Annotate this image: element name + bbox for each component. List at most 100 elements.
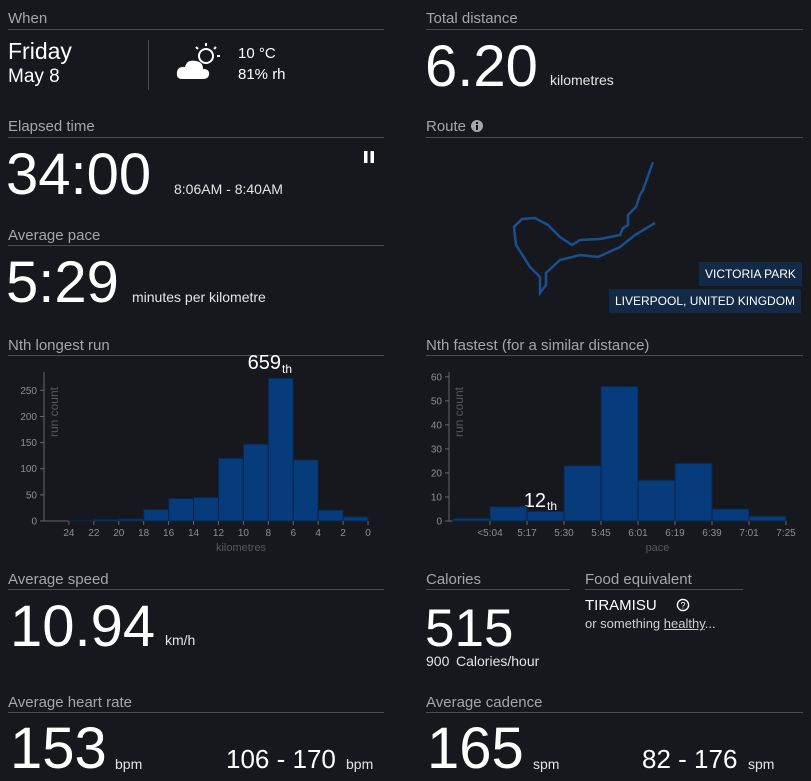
section-label: Food equivalent: [585, 571, 692, 588]
pause-button[interactable]: [363, 151, 375, 163]
divider: [8, 137, 384, 138]
average-speed: 10.94: [10, 594, 156, 659]
total-distance: 6.20: [425, 34, 538, 99]
x-tick-label: 7:25: [776, 528, 796, 539]
y-tick-label: 250: [20, 386, 37, 397]
divider: [8, 245, 384, 246]
section-label: Average cadence: [426, 694, 543, 711]
food-alt: or something healthy...: [585, 616, 716, 631]
divider: [426, 137, 803, 138]
divider: [8, 712, 384, 713]
day: Friday: [8, 38, 72, 64]
histogram: 12 th 0 10 20 30 40 50 60 run count <5:04 5:17 5:3…: [431, 372, 796, 554]
y-tick-label: 150: [20, 438, 37, 449]
pace-unit: minutes per kilometre: [132, 289, 266, 305]
bar: [68, 519, 95, 522]
y-tick-label: 200: [20, 412, 37, 423]
cadence-unit: spm: [533, 756, 560, 772]
divider: [426, 29, 803, 30]
average-pace: 5:29: [6, 250, 119, 315]
info-icon[interactable]: [470, 119, 484, 133]
bar: [267, 377, 294, 522]
y-axis-label: run count: [452, 386, 466, 437]
section-label: Nth fastest (for a similar distance): [426, 337, 650, 354]
temperature: 10 °C: [238, 45, 276, 62]
heart-rate-unit: bpm: [115, 756, 143, 772]
x-tick-label: 6:39: [702, 528, 722, 539]
rank-suffix: th: [547, 499, 557, 513]
y-tick-label: 0: [436, 517, 442, 528]
divider: [8, 29, 384, 30]
heart-rate-range-unit: bpm: [346, 756, 374, 772]
section-label: Total distance: [426, 10, 518, 27]
divider: [585, 589, 743, 590]
x-tick-label: 7:01: [739, 528, 759, 539]
route-map: [512, 161, 656, 297]
bar: [637, 479, 676, 522]
bar: [489, 506, 528, 522]
section-label: Average speed: [8, 571, 109, 588]
rank: 659: [248, 355, 281, 374]
divider: [426, 355, 803, 356]
bar: [292, 459, 319, 522]
x-tick-label: 22: [88, 528, 100, 539]
bar: [600, 385, 639, 522]
y-axis-label: run count: [47, 386, 61, 437]
cadence-range-unit: spm: [748, 756, 775, 772]
weather-icon: [176, 43, 220, 79]
x-tick-label: 24: [63, 528, 75, 539]
bar: [143, 508, 170, 522]
y-tick-label: 60: [431, 372, 443, 383]
cadence-range: 82 - 176: [642, 744, 738, 774]
y-tick-label: 40: [431, 420, 443, 431]
x-tick-label: 2: [340, 528, 346, 539]
x-axis-label: pace: [646, 542, 670, 554]
bar: [342, 516, 369, 522]
x-tick-label: 10: [238, 528, 250, 539]
x-tick-label: 20: [113, 528, 125, 539]
x-tick-label: 14: [188, 528, 200, 539]
x-tick-label: 16: [163, 528, 175, 539]
y-tick-label: 100: [20, 464, 37, 475]
bar: [242, 443, 269, 522]
x-tick-label: 6: [290, 528, 296, 539]
y-tick-label: 0: [31, 517, 37, 528]
help-icon[interactable]: ?: [676, 598, 690, 612]
section-label: Nth longest run: [8, 337, 110, 354]
food-alt-end: ...: [704, 616, 716, 631]
bar: [674, 462, 713, 522]
y-tick-label: 20: [431, 468, 443, 479]
food: TIRAMISU: [585, 597, 657, 614]
rank: 12: [524, 490, 546, 512]
time-range: 8:06AM - 8:40AM: [174, 181, 283, 197]
section-label: Average heart rate: [8, 694, 132, 711]
bar: [168, 498, 195, 522]
bar: [563, 465, 602, 522]
bar: [217, 457, 244, 522]
y-tick-label: 10: [431, 492, 443, 503]
food-alt-link[interactable]: healthy: [663, 616, 705, 631]
x-tick-label: <5:04: [477, 528, 503, 539]
route-place: VICTORIA PARK: [699, 262, 802, 286]
y-tick-label: 50: [26, 490, 38, 501]
bar: [526, 510, 565, 522]
bar: [711, 508, 750, 522]
bar: [193, 496, 219, 522]
y-tick-label: 50: [431, 396, 443, 407]
heart-rate: 153: [10, 716, 107, 781]
section-label: When: [8, 10, 48, 27]
x-tick-label: 8: [266, 528, 272, 539]
x-axis-label: kilometres: [216, 542, 267, 554]
humidity: 81% rh: [238, 66, 286, 83]
calorie-rate-unit: Calories/hour: [456, 653, 540, 669]
x-tick-label: 5:17: [517, 528, 537, 539]
calorie-rate: 900: [426, 653, 450, 669]
calories: 515: [425, 599, 514, 658]
x-tick-label: 6:01: [628, 528, 648, 539]
food-alt-text: or something: [585, 616, 661, 631]
x-tick-label: 18: [138, 528, 150, 539]
date: May 8: [8, 66, 60, 87]
speed-unit: km/h: [165, 632, 196, 648]
